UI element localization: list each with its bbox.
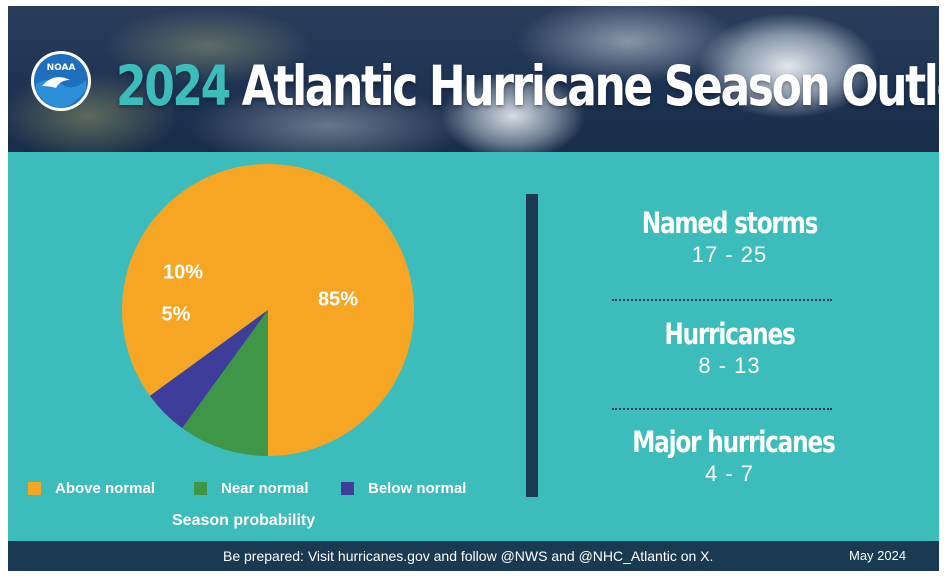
logo-text: NOAA (47, 63, 76, 73)
footer-message: Be prepared: Visit hurricanes.gov and fo… (223, 548, 714, 564)
footer-date: May 2024 (849, 548, 907, 563)
legend-label-below-normal: Below normal (368, 479, 467, 497)
legend-label-above-normal: Above normal (55, 479, 156, 497)
infographic: NOAA 2024 Atlantic Hurricane Season Outl… (8, 6, 939, 571)
outlook-panel: 85% 10% 5% Above normal Near normal Below … (8, 152, 939, 541)
pie-label-above-normal: 85% (318, 288, 358, 310)
satellite-banner: NOAA 2024 Atlantic Hurricane Season Outl… (8, 6, 939, 152)
dotted-divider (612, 299, 832, 301)
pie-label-near-normal: 10% (163, 261, 203, 283)
legend-swatch-near-normal (194, 481, 207, 495)
stat-value-hurricanes: 8 - 13 (698, 353, 761, 378)
legend-item-above-normal: Above normal (28, 478, 155, 498)
stat-hurricanes: Hurricanes 8 - 13 (608, 317, 851, 379)
stat-value-major-hurricanes: 4 - 7 (704, 461, 755, 486)
title-text: Atlantic Hurricane Season Outlook (241, 54, 939, 118)
noaa-logo-icon: NOAA (31, 51, 91, 111)
footer-bar: Be prepared: Visit hurricanes.gov and fo… (8, 541, 939, 571)
title-year: 2024 (116, 54, 231, 118)
stat-label-major-hurricanes: Major hurricanes (632, 425, 835, 459)
vertical-separator (526, 194, 538, 497)
dotted-divider (612, 408, 832, 410)
legend-item-below-normal: Below normal (341, 478, 466, 498)
legend-swatch-above-normal (28, 481, 41, 495)
legend-label-near-normal: Near normal (221, 479, 309, 497)
stat-value-named-storms: 17 - 25 (691, 242, 768, 267)
stat-major-hurricanes: Major hurricanes 4 - 7 (608, 425, 851, 487)
pie-label-below-normal: 5% (162, 303, 191, 325)
legend-item-near-normal: Near normal (194, 478, 309, 498)
pie-slice-near-normal (182, 310, 268, 456)
legend-swatch-below-normal (341, 481, 354, 495)
season-probability-label: Season probability (172, 512, 316, 529)
pie-chart: 85% 10% 5% (121, 163, 414, 456)
pie-slice-below-normal (149, 310, 268, 429)
stat-named-storms: Named storms 17 - 25 (608, 206, 851, 268)
stat-label-hurricanes: Hurricanes (664, 317, 795, 351)
page-title: 2024 Atlantic Hurricane Season Outlook (116, 46, 939, 126)
stat-label-named-storms: Named storms (641, 206, 819, 240)
pie-slice-above-normal (121, 163, 414, 456)
